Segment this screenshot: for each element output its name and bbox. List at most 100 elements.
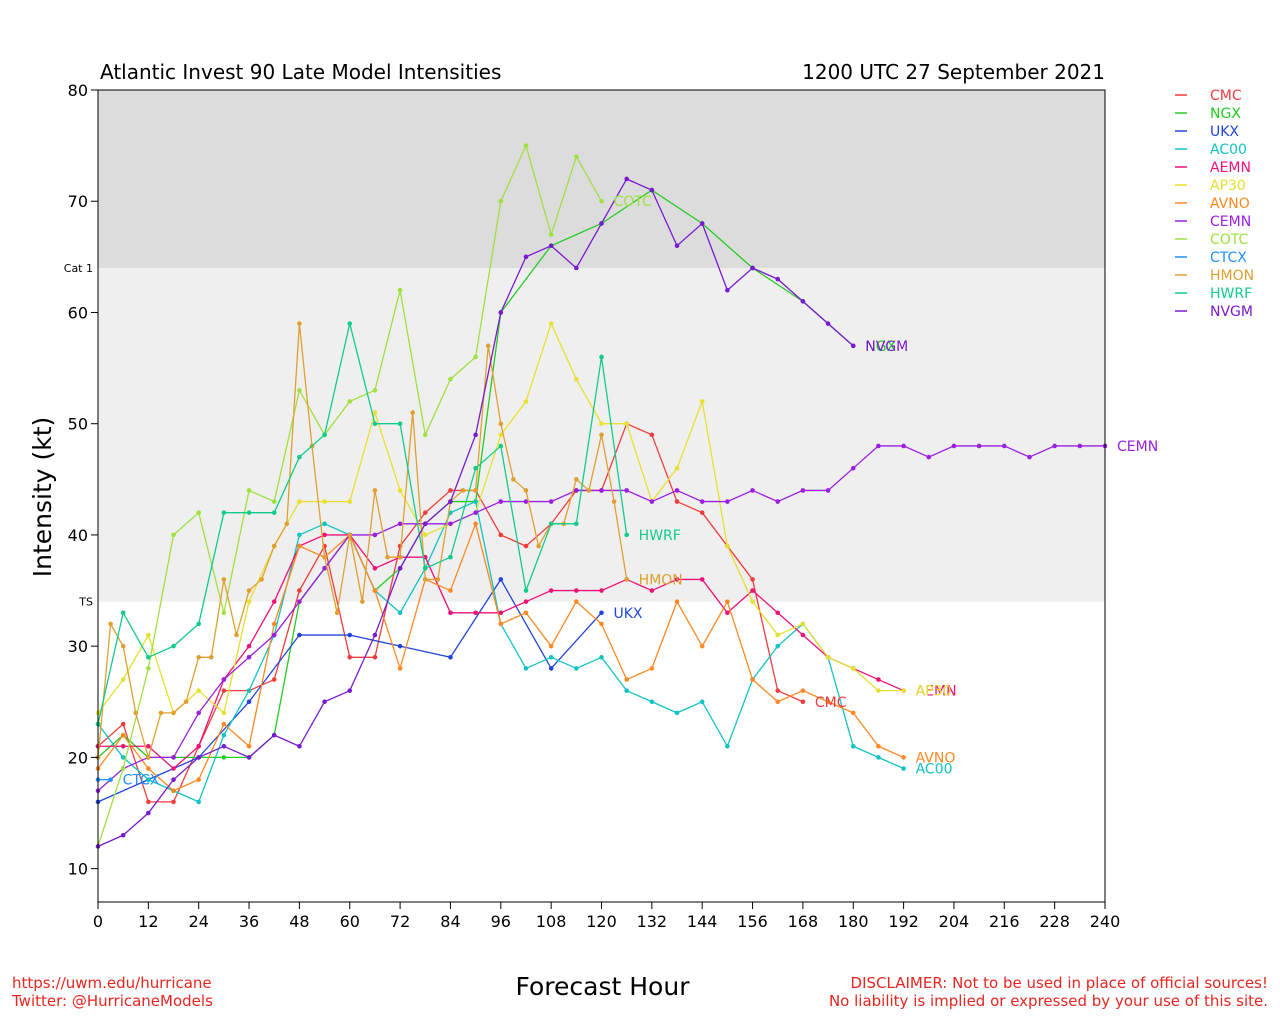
point-avno <box>699 643 705 649</box>
point-ap30 <box>246 599 252 604</box>
legend-label: CMC <box>1210 88 1242 104</box>
x-tick-label: 156 <box>737 912 768 931</box>
point-hwrf <box>498 443 504 449</box>
point-avno <box>775 699 781 705</box>
point-cemn <box>850 465 856 471</box>
point-nvgm <box>271 732 277 738</box>
point-ac00 <box>876 755 881 760</box>
point-ukx <box>599 610 604 616</box>
point-hwrf <box>171 643 176 649</box>
point-cemn <box>599 488 604 493</box>
point-nvgm <box>297 743 302 749</box>
point-aemn <box>120 743 126 749</box>
point-ctcx <box>108 777 113 782</box>
point-hmon <box>234 632 239 638</box>
x-tick-label: 228 <box>1039 912 1070 931</box>
y-axis: 10 20 30 40 50 60 70 80 <box>68 81 98 879</box>
point-cmc <box>422 510 428 515</box>
point-hmon <box>183 699 189 705</box>
point-cemn <box>926 454 932 460</box>
x-tick-label: 168 <box>788 912 819 931</box>
point-hmon <box>574 477 579 482</box>
x-tick-label: 240 <box>1090 912 1121 931</box>
legend-label: CTCX <box>1210 250 1247 266</box>
point-ap30 <box>523 399 529 404</box>
y-tick-label: 20 <box>68 748 88 767</box>
point-cemn <box>196 710 201 716</box>
point-avno <box>498 621 504 627</box>
point-cotc <box>397 287 403 293</box>
point-hwrf <box>574 521 579 527</box>
legend-item-aemn: AEMN <box>1175 160 1251 176</box>
point-cotc <box>448 376 453 382</box>
legend-item-nvgm: NVGM <box>1175 304 1253 320</box>
x-axis: 0 12 24 36 48 60 72 84 96 108 120 132 144 156 168 180 19… <box>93 902 1120 931</box>
point-aemn <box>498 610 504 616</box>
point-cmc <box>674 499 680 504</box>
point-cmc <box>498 532 504 538</box>
x-tick-label: 120 <box>586 912 617 931</box>
point-aemn <box>523 599 529 604</box>
point-avno <box>271 621 277 627</box>
y-tick-label: 50 <box>68 415 88 434</box>
point-aemn <box>196 743 201 749</box>
point-ac00 <box>574 666 579 671</box>
end-label-avno: AVNO <box>916 750 956 766</box>
point-cemn <box>876 443 881 449</box>
chart-subtitle: 1200 UTC 27 September 2021 <box>802 60 1105 84</box>
footer-twitter[interactable]: Twitter: @HurricaneModels <box>12 992 213 1010</box>
legend-item-ukx: UKX <box>1175 124 1239 140</box>
legend-label: AC00 <box>1210 142 1247 158</box>
point-aemn <box>574 588 579 593</box>
point-cemn <box>574 488 579 493</box>
point-aemn <box>599 588 604 593</box>
point-hmon <box>208 654 214 660</box>
point-cemn <box>171 755 176 760</box>
point-cmc <box>347 654 353 660</box>
x-tick-label: 180 <box>838 912 869 931</box>
point-ac00 <box>850 743 856 749</box>
point-aemn <box>750 588 755 593</box>
point-cmc <box>271 677 277 682</box>
disclaimer-line-1: DISCLAIMER: Not to be used in place of o… <box>850 974 1268 992</box>
point-avno <box>825 699 831 705</box>
point-hmon <box>624 577 629 582</box>
end-label-hwrf: HWRF <box>639 528 681 544</box>
point-avno <box>196 777 201 782</box>
end-label-cotc: COTC <box>614 194 653 210</box>
point-avno <box>221 721 227 727</box>
legend-label: UKX <box>1210 124 1239 140</box>
point-avno <box>397 666 403 671</box>
point-hmon <box>322 554 327 560</box>
point-cemn <box>548 499 554 504</box>
end-label-ctcx: CTCX <box>123 773 160 789</box>
point-nvgm <box>649 187 655 193</box>
point-avno <box>725 599 730 604</box>
legend-item-hmon: HMON <box>1175 268 1254 284</box>
point-nvgm <box>624 176 629 182</box>
x-tick-label: 204 <box>939 912 970 931</box>
footer-url[interactable]: https://uwm.edu/hurricane <box>12 974 212 992</box>
band-0 <box>98 90 1105 268</box>
point-hmon <box>259 577 264 582</box>
end-label-ngx: NGX <box>865 339 896 355</box>
point-ap30 <box>498 432 504 438</box>
point-ac00 <box>120 755 126 760</box>
x-axis-label: Forecast Hour <box>515 972 690 1001</box>
point-ap30 <box>599 421 604 426</box>
point-cmc <box>171 799 176 805</box>
x-tick-label: 144 <box>687 912 718 931</box>
point-cemn <box>271 632 277 638</box>
point-ukx <box>397 643 403 649</box>
point-hmon <box>196 654 201 660</box>
point-hwrf <box>221 510 227 515</box>
point-cotc <box>599 198 604 204</box>
point-nvgm <box>473 432 478 438</box>
point-cemn <box>750 488 755 493</box>
series-line-ngx <box>97 189 854 759</box>
point-hmon <box>536 543 541 549</box>
point-ac00 <box>246 688 252 693</box>
point-cemn <box>322 566 327 571</box>
point-nvgm <box>246 755 252 760</box>
